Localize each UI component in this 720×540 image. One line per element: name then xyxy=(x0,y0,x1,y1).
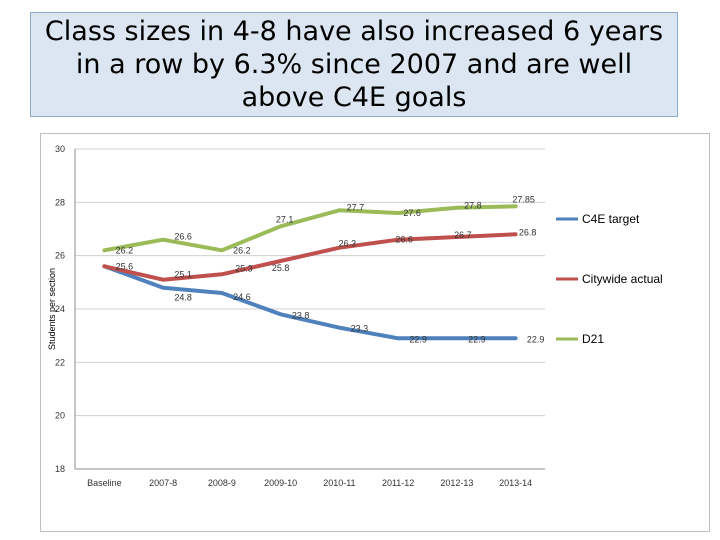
slide-title-box: Class sizes in 4-8 have also increased 6… xyxy=(30,12,678,117)
data-label: 27.1 xyxy=(276,214,294,224)
y-tick-label: 28 xyxy=(55,197,65,207)
y-tick-label: 26 xyxy=(55,251,65,261)
y-axis-title: Students per section xyxy=(47,268,57,350)
data-label: 27.6 xyxy=(403,208,421,218)
data-label: 26.2 xyxy=(116,245,134,255)
data-label: 27.8 xyxy=(464,201,482,211)
data-label: 26.2 xyxy=(233,245,251,255)
data-label: 26.7 xyxy=(454,230,472,240)
data-label: 26.3 xyxy=(339,239,357,249)
data-label: 25.3 xyxy=(235,263,253,273)
data-label: 23.8 xyxy=(292,310,310,320)
series-line-d21 xyxy=(102,204,518,253)
series-line-c4e-target xyxy=(102,264,518,341)
y-tick-label: 20 xyxy=(55,411,65,421)
legend-label: C4E target xyxy=(582,212,640,226)
data-label: 25.1 xyxy=(174,270,192,280)
x-tick-label: 2013-14 xyxy=(499,478,532,488)
data-label: 25.6 xyxy=(116,261,134,271)
y-tick-label: 24 xyxy=(55,304,65,314)
data-label: 26.8 xyxy=(519,227,537,237)
x-tick-label: 2012-13 xyxy=(440,478,473,488)
x-tick-label: 2009-10 xyxy=(264,478,297,488)
data-label: 22.9 xyxy=(527,334,545,344)
x-tick-label: Baseline xyxy=(87,478,122,488)
data-label: 27.85 xyxy=(512,194,535,204)
x-tick-label: 2008-9 xyxy=(208,478,236,488)
y-tick-label: 22 xyxy=(55,357,65,367)
data-label: 22.9 xyxy=(468,334,486,344)
data-label: 26.6 xyxy=(395,235,413,245)
series-line-citywide-actual xyxy=(102,232,518,282)
x-tick-label: 2011-12 xyxy=(382,478,414,488)
data-label: 24.8 xyxy=(174,293,192,303)
x-tick-label: 2010-11 xyxy=(323,478,355,488)
chart-frame xyxy=(40,133,710,532)
data-label: 23.3 xyxy=(351,324,369,334)
data-label: 22.9 xyxy=(409,334,427,344)
legend-label: D21 xyxy=(582,332,604,346)
y-tick-label: 30 xyxy=(55,144,65,154)
data-label: 25.8 xyxy=(272,263,290,273)
legend-label: Citywide actual xyxy=(582,272,663,286)
data-label: 26.6 xyxy=(174,232,192,242)
x-tick-label: 2007-8 xyxy=(149,478,177,488)
slide-title: Class sizes in 4-8 have also increased 6… xyxy=(44,16,664,113)
data-label: 24.6 xyxy=(233,292,251,302)
y-tick-label: 18 xyxy=(55,464,65,474)
data-label: 27.7 xyxy=(347,202,365,212)
